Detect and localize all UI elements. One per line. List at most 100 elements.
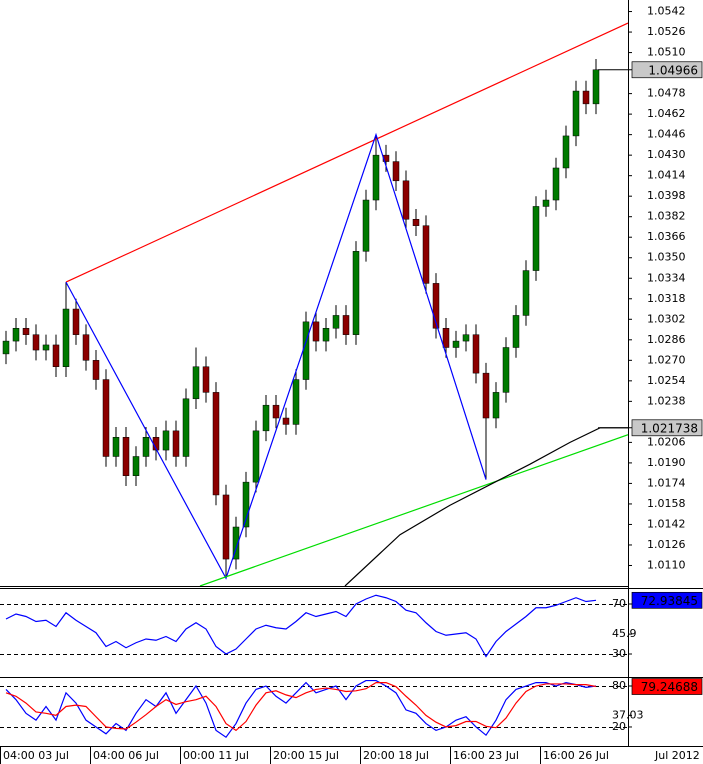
x-tick-label: 20:00 15 Jul: [273, 749, 339, 762]
candle-body: [352, 251, 360, 335]
candle-body: [482, 372, 490, 419]
y-tick-label: 1.0174: [647, 476, 686, 489]
candle-body: [42, 344, 50, 351]
candle-body: [272, 404, 280, 419]
candle-body: [202, 366, 210, 393]
candle-body: [562, 135, 570, 169]
candle-body: [592, 69, 600, 105]
y-tick-label: 1.0366: [647, 230, 686, 243]
x-tick-label: 16:00 23 Jul: [453, 749, 519, 762]
value-box-label: 72.93845: [641, 594, 698, 608]
y-tick-label: 30: [612, 647, 626, 660]
candle-body: [522, 270, 530, 316]
y-tick-label: 1.0126: [647, 538, 686, 551]
candle-body: [142, 437, 150, 457]
y-tick-label: 1.0510: [647, 46, 686, 59]
y-tick-label: 45.9: [612, 627, 637, 640]
y-tick-label: 1.0542: [647, 5, 686, 18]
candle-body: [502, 347, 510, 393]
candle-body: [412, 219, 420, 226]
y-tick-label: 1.0270: [647, 353, 686, 366]
candle-body: [422, 225, 430, 284]
trend-line: [344, 427, 628, 586]
y-tick-label: 1.0462: [647, 107, 686, 120]
candle-body: [122, 437, 130, 476]
candle-body: [572, 90, 580, 137]
candle-body: [362, 199, 370, 252]
y-tick-label: 1.0142: [647, 517, 686, 530]
value-box-label: 79.24688: [641, 680, 698, 694]
value-box: [631, 591, 703, 609]
y-tick-label: 1.0238: [647, 394, 686, 407]
candle-body: [372, 154, 380, 201]
candle-body: [62, 308, 70, 367]
candle-body: [302, 321, 310, 380]
candle-body: [112, 437, 120, 457]
candle-body: [322, 328, 330, 342]
candle-body: [472, 334, 480, 374]
y-tick-label: 1.0382: [647, 210, 686, 223]
value-box: [631, 419, 703, 437]
panel: [0, 680, 628, 739]
candle-body: [542, 199, 550, 207]
y-tick-label: 1.0350: [647, 251, 686, 264]
candle-body: [282, 417, 290, 425]
candle-body: [102, 379, 110, 457]
trend-line: [199, 434, 628, 586]
y-tick-label: 1.0190: [647, 456, 686, 469]
y-tick-label: 80: [612, 679, 626, 692]
y-tick-label: 1.0478: [647, 87, 686, 100]
candle-body: [82, 334, 90, 361]
candle-body: [132, 456, 140, 476]
y-tick-label: 1.0334: [647, 271, 686, 284]
candle-body: [262, 404, 270, 432]
y-tick-label: 1.0206: [647, 435, 686, 448]
x-tick-label: 20:00 18 Jul: [363, 749, 429, 762]
candle-body: [32, 334, 40, 351]
indicator-line: [5, 594, 597, 658]
panel: [0, 594, 628, 658]
candle-body: [252, 430, 260, 483]
candle-body: [332, 315, 340, 329]
candle-body: [242, 481, 250, 528]
candle-body: [92, 360, 100, 380]
y-tick-label: 1.0446: [647, 128, 686, 141]
candle-body: [552, 167, 560, 201]
candle-body: [52, 344, 60, 367]
candle-body: [392, 161, 400, 182]
candle-body: [462, 334, 470, 342]
y-tick-label: 1.0414: [647, 169, 686, 182]
candle-body: [292, 379, 300, 425]
candle-body: [182, 398, 190, 457]
x-period-label: Jul 2012: [654, 749, 700, 762]
y-tick-label: 37.03: [612, 708, 644, 721]
candle-body: [442, 328, 450, 348]
x-tick-label: 00:00 11 Jul: [183, 749, 249, 762]
trend-line: [65, 132, 487, 580]
x-tick-label: 04:00 03 Jul: [3, 749, 69, 762]
candle-body: [432, 283, 440, 329]
value-box: [631, 61, 703, 79]
x-tick-label: 04:00 06 Jul: [93, 749, 159, 762]
y-tick-label: 1.0158: [647, 497, 686, 510]
y-tick-label: 1.0110: [647, 558, 686, 571]
candle-body: [452, 340, 460, 348]
candle-body: [582, 90, 590, 105]
candle-body: [22, 328, 30, 335]
y-tick-label: 70: [612, 597, 626, 610]
y-tick-label: 20: [612, 720, 626, 733]
indicator-line: [5, 681, 597, 732]
value-box-label: 1.021738: [641, 421, 698, 435]
x-tick-label: 16:00 26 Jul: [543, 749, 609, 762]
trend-line: [65, 22, 628, 283]
y-tick-label: 1.0398: [647, 189, 686, 202]
candle-body: [512, 315, 520, 348]
y-tick-label: 1.0526: [647, 25, 686, 38]
y-tick-label: 1.0302: [647, 312, 686, 325]
y-tick-label: 1.0254: [647, 374, 686, 387]
y-tick-label: 1.0318: [647, 292, 686, 305]
candle-body: [72, 308, 80, 335]
candle-body: [172, 430, 180, 457]
